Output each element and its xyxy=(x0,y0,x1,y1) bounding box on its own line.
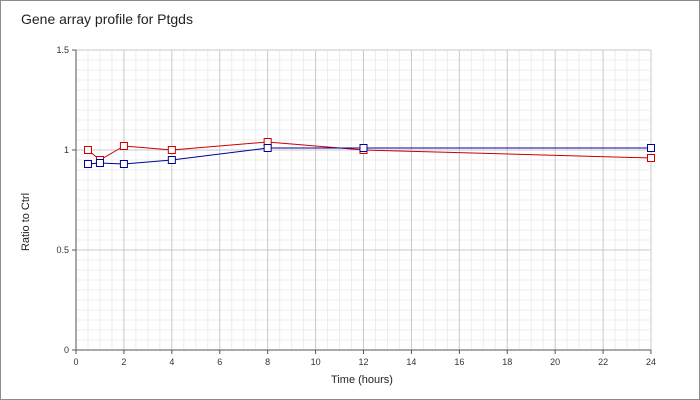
x-tick-label: 10 xyxy=(311,357,321,367)
data-point[interactable] xyxy=(95,159,104,167)
data-point[interactable] xyxy=(119,160,128,168)
data-point[interactable] xyxy=(263,144,272,152)
y-tick-label: 0.5 xyxy=(56,245,69,255)
chart-title: Gene array profile for Ptgds xyxy=(21,11,193,27)
y-tick-label: 1 xyxy=(64,145,69,155)
x-tick-label: 22 xyxy=(598,357,608,367)
data-point[interactable] xyxy=(119,142,128,150)
data-point[interactable] xyxy=(359,144,368,152)
x-tick-label: 24 xyxy=(646,357,656,367)
data-point[interactable] xyxy=(647,154,655,162)
x-axis-label: Time (hours) xyxy=(331,374,393,386)
x-tick-label: 14 xyxy=(406,357,416,367)
data-point[interactable] xyxy=(83,160,92,168)
data-point[interactable] xyxy=(83,146,92,154)
data-point[interactable] xyxy=(647,144,655,152)
y-tick-label: 1.5 xyxy=(56,45,69,55)
x-tick-label: 16 xyxy=(454,357,464,367)
x-tick-label: 20 xyxy=(550,357,560,367)
data-point[interactable] xyxy=(167,156,176,164)
x-tick-label: 4 xyxy=(169,357,174,367)
series-layer xyxy=(83,138,655,168)
data-point[interactable] xyxy=(167,146,176,154)
x-tick-label: 2 xyxy=(121,357,126,367)
x-tick-label: 0 xyxy=(73,357,78,367)
x-tick-label: 12 xyxy=(358,357,368,367)
y-tick-label: 0 xyxy=(64,345,69,355)
series-1 xyxy=(83,144,655,168)
x-tick-label: 8 xyxy=(265,357,270,367)
x-tick-label: 6 xyxy=(217,357,222,367)
x-tick-label: 18 xyxy=(502,357,512,367)
